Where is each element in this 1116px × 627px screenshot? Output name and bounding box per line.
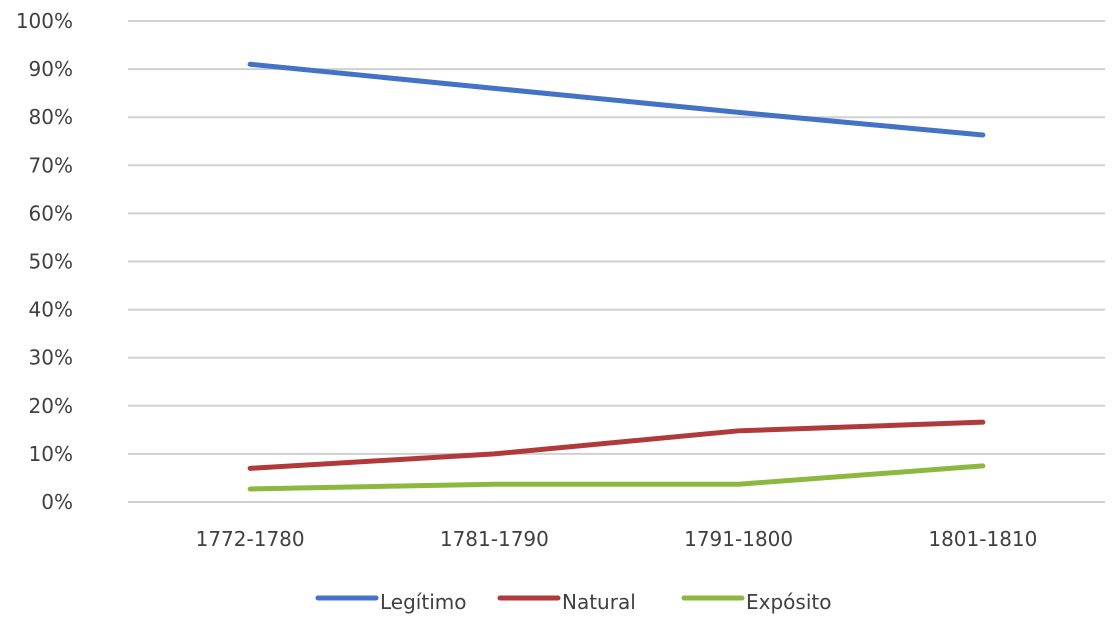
legend-label: Expósito bbox=[746, 590, 831, 614]
x-tick-label: 1791-1800 bbox=[684, 527, 793, 551]
legend-item: Legítimo bbox=[318, 590, 466, 614]
series-line-legítimo bbox=[250, 64, 983, 135]
y-tick-label: 30% bbox=[29, 346, 73, 370]
legend: Legítimo Natural Expósito bbox=[318, 590, 831, 614]
x-tick-label: 1801-1810 bbox=[928, 527, 1037, 551]
y-tick-label: 90% bbox=[29, 57, 73, 81]
legend-item: Natural bbox=[500, 590, 636, 614]
y-tick-label: 50% bbox=[29, 250, 73, 274]
y-tick-label: 80% bbox=[29, 105, 73, 129]
y-tick-label: 20% bbox=[29, 394, 73, 418]
y-tick-label: 10% bbox=[29, 442, 73, 466]
series-line-expósito bbox=[250, 466, 983, 489]
y-tick-label: 100% bbox=[16, 9, 73, 33]
series-lines bbox=[250, 64, 983, 489]
gridlines bbox=[128, 21, 1105, 502]
y-tick-label: 0% bbox=[41, 490, 73, 514]
y-tick-label: 60% bbox=[29, 201, 73, 225]
x-tick-label: 1772-1780 bbox=[196, 527, 305, 551]
y-tick-label: 40% bbox=[29, 298, 73, 322]
x-axis-ticks: 1772-1780 1781-1790 1791-1800 1801-1810 bbox=[196, 527, 1038, 551]
series-line-natural bbox=[250, 422, 983, 468]
y-axis-ticks: 0% 10% 20% 30% 40% 50% 60% 70% 80% 90% 100% bbox=[16, 9, 73, 514]
y-tick-label: 70% bbox=[29, 153, 73, 177]
legend-item: Expósito bbox=[684, 590, 831, 614]
legend-label: Natural bbox=[562, 590, 636, 614]
legend-label: Legítimo bbox=[380, 590, 466, 614]
x-tick-label: 1781-1790 bbox=[440, 527, 549, 551]
